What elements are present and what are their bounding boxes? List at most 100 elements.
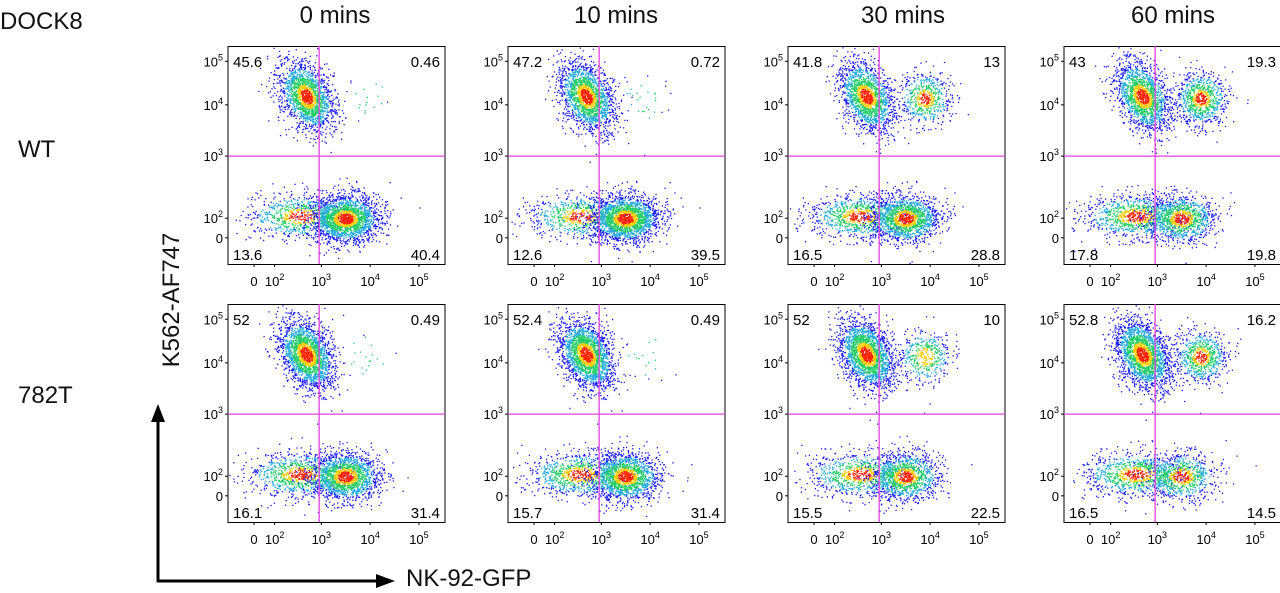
event-dot <box>327 243 328 244</box>
event-dot <box>327 244 328 245</box>
event-dot <box>363 233 364 234</box>
event-dot <box>284 101 285 102</box>
event-dot <box>306 125 307 126</box>
event-dot <box>343 209 344 210</box>
event-dot <box>375 213 376 214</box>
event-dot <box>324 225 325 226</box>
event-dot <box>305 71 306 72</box>
event-dot <box>284 93 285 94</box>
event-dot <box>308 72 309 73</box>
event-dot <box>373 192 374 193</box>
event-dot <box>562 128 563 129</box>
event-dot <box>376 204 377 205</box>
event-dot <box>387 234 388 235</box>
event-dot <box>293 222 294 223</box>
event-dot <box>322 116 323 117</box>
event-dot <box>329 91 330 92</box>
event-dot <box>331 101 332 102</box>
event-dot <box>314 86 315 87</box>
event-dot <box>332 231 333 232</box>
event-dot <box>292 103 293 104</box>
event-dot <box>298 219 299 220</box>
event-dot <box>350 236 351 237</box>
event-dot <box>347 205 348 206</box>
event-dot <box>364 211 365 212</box>
event-dot <box>291 85 292 86</box>
event-dot <box>313 205 314 206</box>
event-dot <box>304 106 305 107</box>
event-dot <box>364 202 365 203</box>
event-dot <box>347 212 348 213</box>
event-dot <box>345 216 346 217</box>
event-dot <box>269 206 270 207</box>
event-dot <box>250 237 251 238</box>
event-dot <box>306 115 307 116</box>
event-dot <box>267 217 268 218</box>
event-dot <box>312 214 313 215</box>
event-dot <box>316 199 317 200</box>
event-dot <box>297 203 298 204</box>
event-dot <box>364 227 365 228</box>
event-dot <box>329 221 330 222</box>
event-dot <box>349 241 350 242</box>
event-dot <box>372 200 373 201</box>
event-dot <box>300 76 301 77</box>
event-dot <box>357 222 358 223</box>
event-dot <box>342 215 343 216</box>
event-dot <box>354 232 355 233</box>
event-dot <box>299 127 300 128</box>
event-dot <box>331 113 332 114</box>
event-dot <box>294 208 295 209</box>
event-dot <box>251 224 252 225</box>
event-dot <box>281 106 282 107</box>
event-dot <box>314 92 315 93</box>
event-dot <box>289 94 290 95</box>
event-dot <box>370 227 371 228</box>
event-dot <box>326 224 327 225</box>
event-dot <box>345 203 346 204</box>
event-dot <box>291 204 292 205</box>
event-dot <box>295 215 296 216</box>
event-dot <box>580 63 581 64</box>
event-dot <box>386 243 387 244</box>
event-dot <box>328 242 329 243</box>
event-dot <box>378 224 379 225</box>
event-dot <box>295 70 296 71</box>
event-dot <box>390 224 391 225</box>
event-dot <box>371 202 372 203</box>
event-dot <box>296 208 297 209</box>
event-dot <box>356 191 357 192</box>
event-dot <box>359 222 360 223</box>
event-dot <box>381 103 382 104</box>
event-dot <box>303 229 304 230</box>
event-dot <box>624 120 625 121</box>
event-dot <box>325 220 326 221</box>
event-dot <box>373 222 374 223</box>
event-dot <box>289 106 290 107</box>
event-dot <box>368 221 369 222</box>
event-dot <box>316 202 317 203</box>
event-dot <box>315 119 316 120</box>
event-dot <box>279 105 280 106</box>
event-dot <box>278 120 279 121</box>
event-dot <box>367 217 368 218</box>
event-dot <box>372 237 373 238</box>
event-dot <box>305 134 306 135</box>
event-dot <box>349 199 350 200</box>
event-dot <box>303 81 304 82</box>
event-dot <box>333 223 334 224</box>
event-dot <box>305 124 306 125</box>
event-dot <box>268 236 269 237</box>
event-dot <box>359 190 360 191</box>
event-dot <box>283 90 284 91</box>
event-dot <box>300 112 301 113</box>
event-dot <box>294 60 295 61</box>
event-dot <box>290 231 291 232</box>
event-dot <box>307 208 308 209</box>
event-dot <box>299 81 300 82</box>
event-dot <box>336 110 337 111</box>
event-dot <box>368 210 369 211</box>
event-dot <box>329 210 330 211</box>
event-dot <box>305 232 306 233</box>
event-dot <box>296 227 297 228</box>
